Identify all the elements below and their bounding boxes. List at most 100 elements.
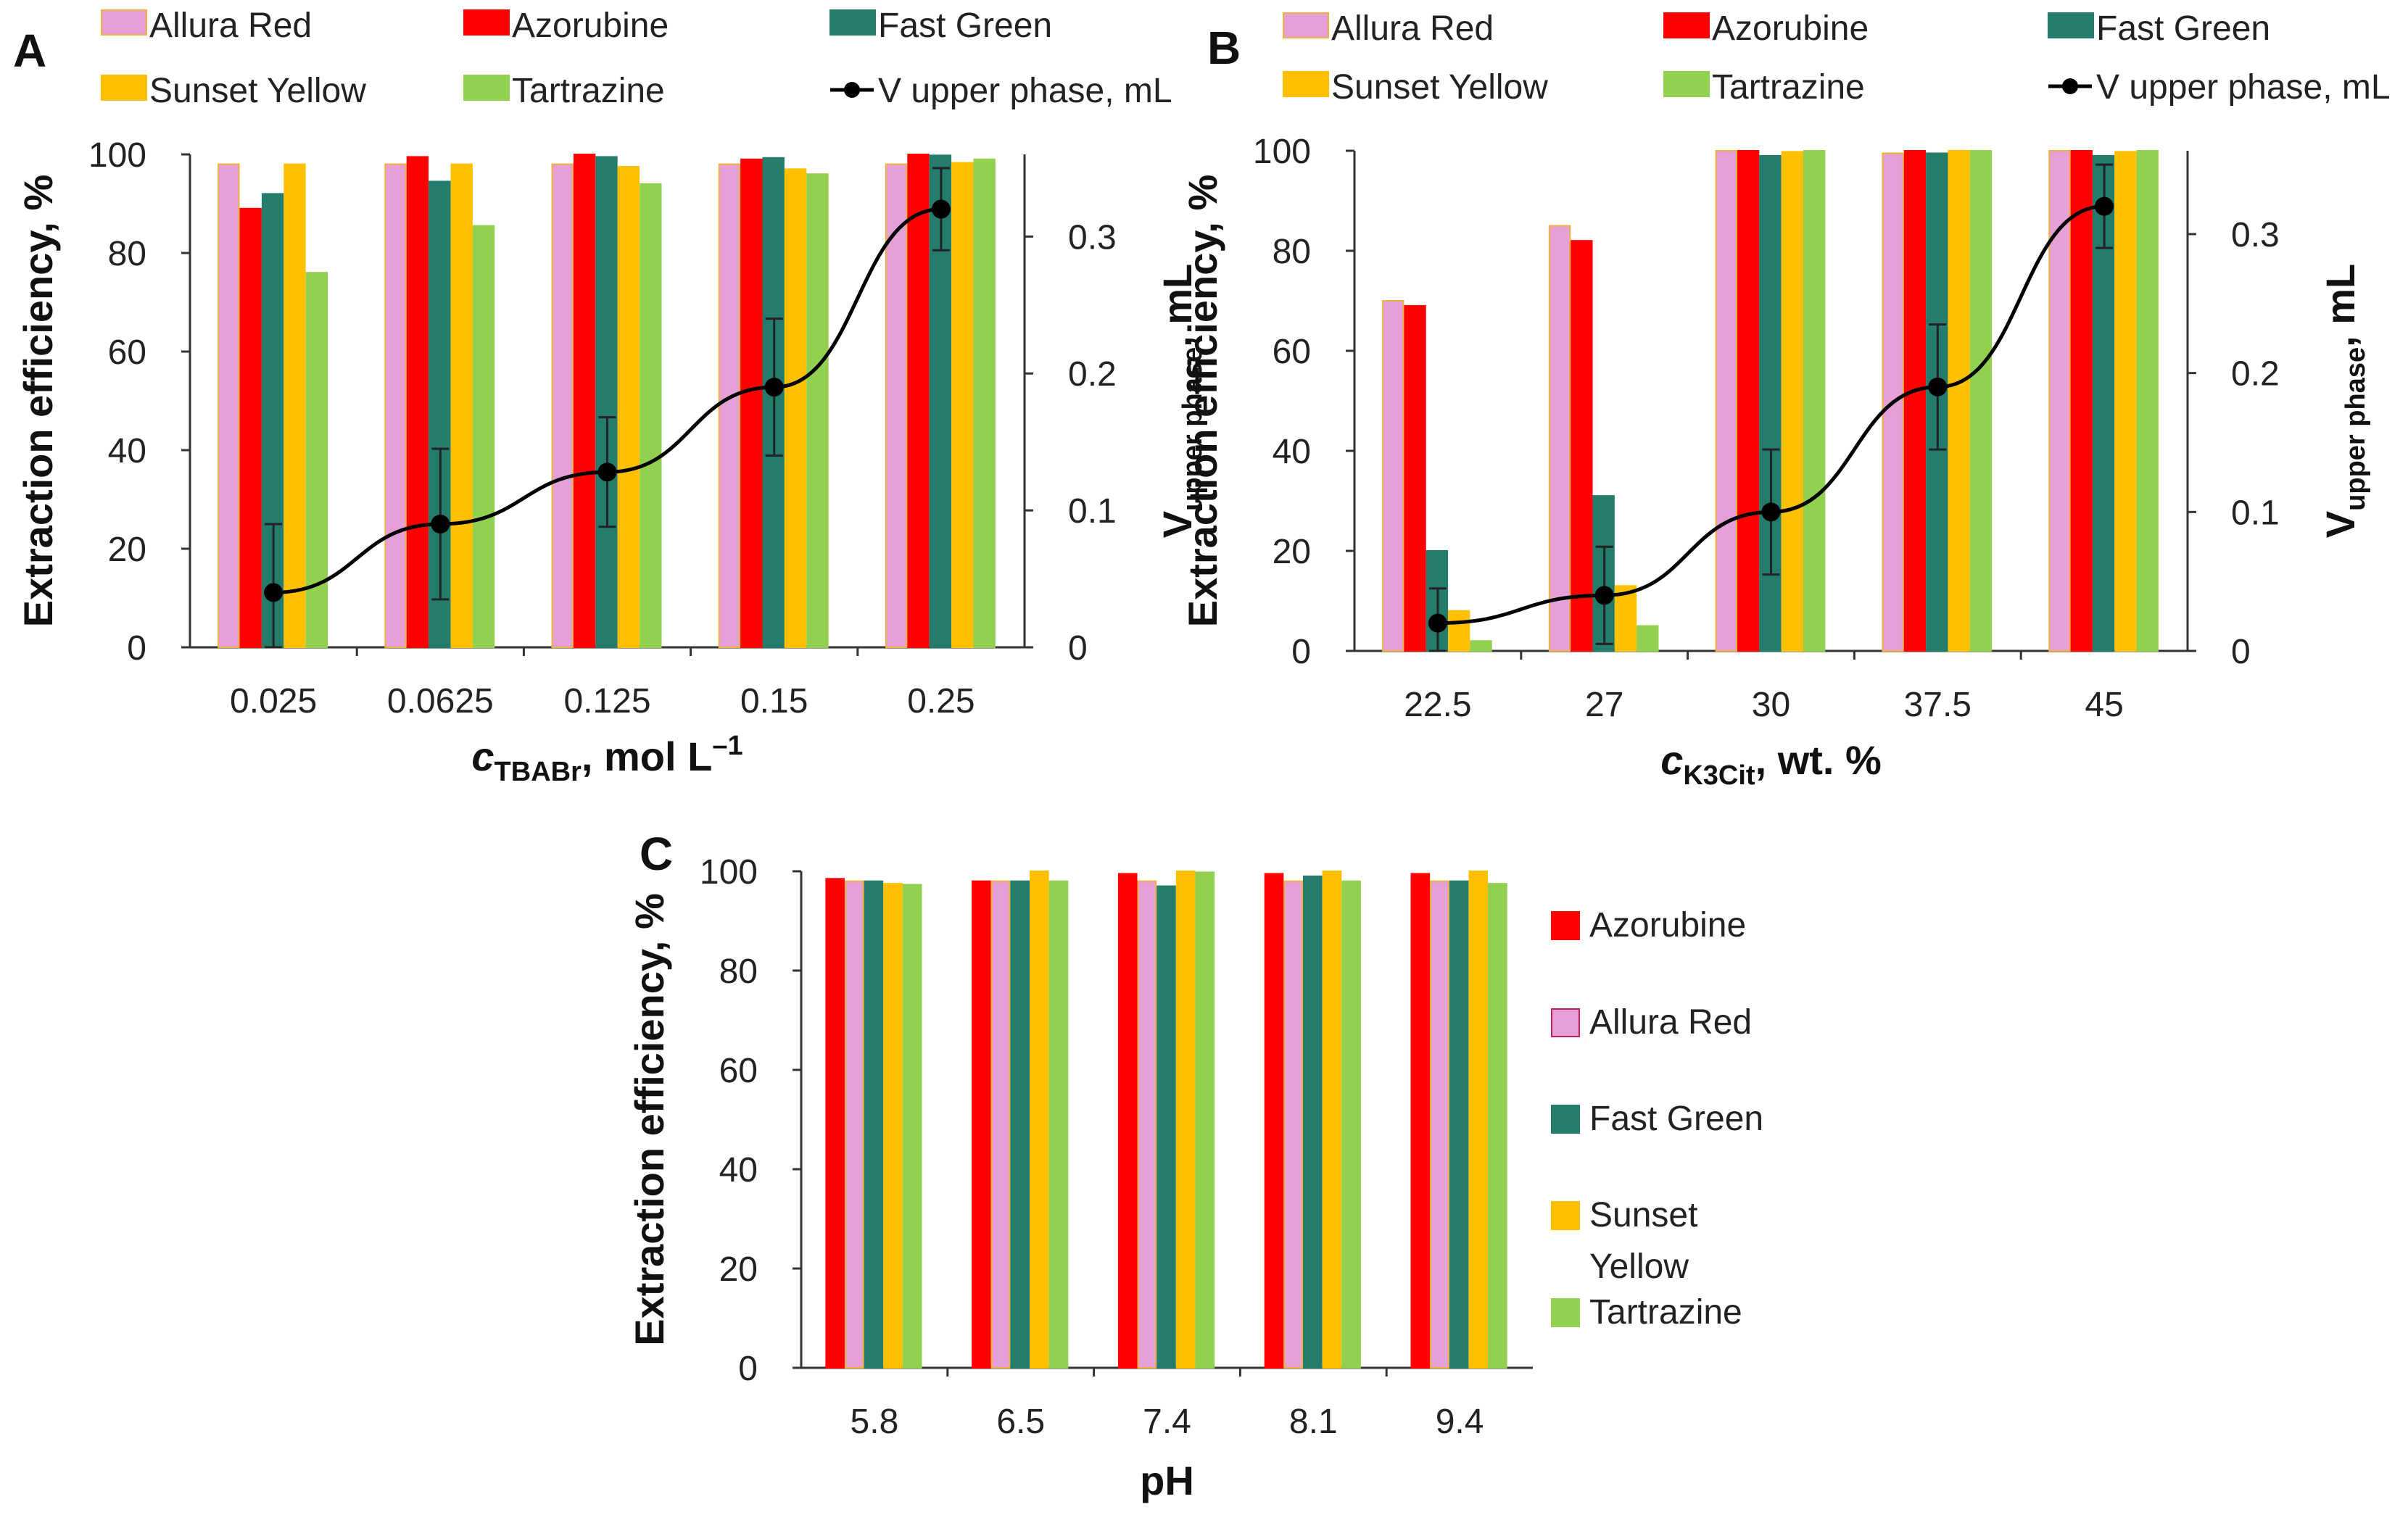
bar-sunset-yellow-0-0625: [450, 163, 473, 649]
bar-azorubine-7-4: [1117, 873, 1138, 1369]
legend-label-fast-green: Fast Green: [2096, 9, 2270, 48]
bar-sunset-yellow-45: [2114, 151, 2137, 652]
y2-tick-label: 0.2: [1068, 355, 1117, 394]
legend-label-azorubine: Azorubine: [1712, 9, 1869, 48]
bar-fast-green-30: [1759, 154, 1782, 652]
x-tick-label: 22.5: [1404, 686, 1471, 724]
legend-swatch-fast-green: [2048, 12, 2094, 38]
legend-swatch-fast-green: [1551, 1105, 1580, 1134]
bar-tartrazine-8-1: [1341, 880, 1361, 1369]
x-axis-title-main: c: [471, 734, 494, 779]
x-tick-label: 0.125: [563, 682, 650, 721]
legend-swatch-allura-red: [101, 9, 147, 36]
x-tick-label: 27: [1585, 686, 1623, 724]
bar-sunset-yellow-7-4: [1175, 871, 1196, 1369]
bar-sunset-yellow-6-5: [1030, 871, 1049, 1369]
v-upper-phase-point-22-5: [1428, 613, 1447, 633]
x-tick-label: 0.0625: [387, 682, 494, 721]
y2-axis-title-main: V: [2317, 511, 2363, 538]
y2-axis-title-rest: , mL: [1154, 264, 1200, 347]
v-upper-phase-point-30: [1761, 502, 1781, 522]
y-tick-label: 20: [108, 531, 146, 569]
y2-tick-label: 0.3: [2231, 216, 2280, 254]
v-upper-phase-line: [1437, 204, 2105, 626]
legend-swatch-tartrazine: [1663, 71, 1710, 97]
x-axis-title-subscript: K3Cit: [1683, 760, 1755, 791]
x-tick-label: 45: [2085, 686, 2123, 724]
x-tick-label: 6.5: [996, 1403, 1045, 1441]
y2-tick-label: 0.2: [2231, 355, 2280, 394]
bar-allura-red-0-15: [718, 163, 741, 649]
legend-swatch-fast-green: [829, 9, 876, 36]
bar-sunset-yellow-0-15: [784, 168, 807, 648]
v-upper-phase-point-0-0625: [431, 515, 450, 533]
bar-azorubine-8-1: [1264, 873, 1284, 1369]
bar-allura-red-0-0625: [384, 163, 407, 649]
bar-sunset-yellow-30: [1781, 151, 1804, 652]
legend-label-v-upper-phase-ml: V upper phase, mL: [2096, 68, 2391, 107]
bar-tartrazine-22-5: [1470, 640, 1492, 652]
panel-label-c: C: [640, 828, 673, 880]
bar-allura-red-7-4: [1137, 880, 1157, 1369]
x-axis-title-rest: , mol L: [582, 734, 712, 779]
y-tick-label: 0: [1291, 633, 1311, 671]
bar-allura-red-30: [1715, 150, 1737, 652]
bar-azorubine-45: [2070, 150, 2093, 652]
y-tick-label: 80: [719, 952, 758, 991]
chart-panel-c: 0 20 40 60 80 100 5.8 6.5 7.4 8.1 9.4 Extraction ef…: [626, 853, 1763, 1503]
bar-azorubine-5-8: [825, 878, 845, 1369]
x-tick-label: 37.5: [1904, 686, 1972, 724]
bar-fast-green-5-8: [864, 880, 884, 1369]
y-tick-label: 40: [719, 1151, 758, 1189]
bar-allura-red-5-8: [844, 880, 864, 1369]
y2-axis-title-rest: , mL: [2317, 264, 2363, 347]
bar-azorubine-0-025: [239, 207, 262, 648]
x-axis-title-subscript: TBABr: [495, 757, 582, 787]
v-upper-phase-point-45: [2095, 196, 2114, 216]
y2-axis-title-main: V: [1154, 511, 1200, 538]
x-axis-title: pH: [1140, 1458, 1194, 1503]
bar-allura-red-0-125: [551, 163, 574, 649]
bar-tartrazine-45: [2136, 150, 2159, 652]
x-tick-label: 5.8: [851, 1403, 899, 1441]
legend-swatch-azorubine: [463, 9, 510, 36]
legend-swatch-azorubine: [1663, 12, 1710, 38]
legend-label-azorubine: Azorubine: [1589, 906, 1746, 944]
x-tick-label: 9.4: [1436, 1403, 1484, 1441]
legend-point-swatch: [2062, 78, 2078, 94]
y-tick-label: 60: [108, 333, 146, 372]
bar-sunset-yellow-9-4: [1468, 871, 1489, 1369]
bar-sunset-yellow-0-25: [951, 162, 974, 648]
bar-tartrazine-5-8: [902, 884, 922, 1369]
legend-label-sunset-yellow: Sunset Yellow: [1331, 68, 1548, 107]
y-tick-label: 20: [719, 1250, 758, 1289]
legend-swatch-tartrazine: [1551, 1298, 1580, 1327]
bar-sunset-yellow-27: [1614, 585, 1637, 652]
y2-axis-title: Vupper phase, mL: [1154, 264, 1208, 538]
bar-allura-red-0-25: [885, 163, 908, 649]
bar-allura-red-9-4: [1430, 880, 1449, 1369]
bar-fast-green-8-1: [1302, 875, 1323, 1369]
v-upper-phase-point-0-125: [597, 462, 617, 482]
x-axis-title-main: c: [1660, 737, 1683, 783]
v-upper-phase-line: [273, 207, 941, 594]
y2-tick-label: 0.1: [2231, 494, 2280, 532]
bar-allura-red-0-025: [218, 163, 240, 649]
legend-label-v-upper-phase-ml: V upper phase, mL: [878, 72, 1172, 110]
bar-fast-green-6-5: [1010, 880, 1030, 1369]
y-axis-title: Extraction efficiency, %: [15, 175, 61, 628]
legend-label-sunset-yellow: Sunset Yellow: [149, 72, 366, 110]
bar-azorubine-37-5: [1903, 150, 1927, 652]
legend-swatch-sunset-yellow: [101, 75, 147, 101]
legend-label-sunset: Sunset: [1589, 1196, 1697, 1234]
bar-fast-green-7-4: [1157, 885, 1176, 1369]
panel-label-a: A: [13, 25, 46, 77]
x-tick-label: 30: [1752, 686, 1790, 724]
y-axis-title: Extraction efficiency, %: [1180, 175, 1225, 628]
legend-label-allura-red: Allura Red: [149, 7, 312, 45]
y-tick-label: 0: [738, 1350, 758, 1388]
x-axis-title: cK3Cit, wt. %: [1660, 737, 1882, 791]
bar-tartrazine-37-5: [1969, 150, 1993, 652]
y2-axis-title: Vupper phase, mL: [2317, 264, 2371, 538]
bar-fast-green-0-125: [595, 156, 618, 648]
